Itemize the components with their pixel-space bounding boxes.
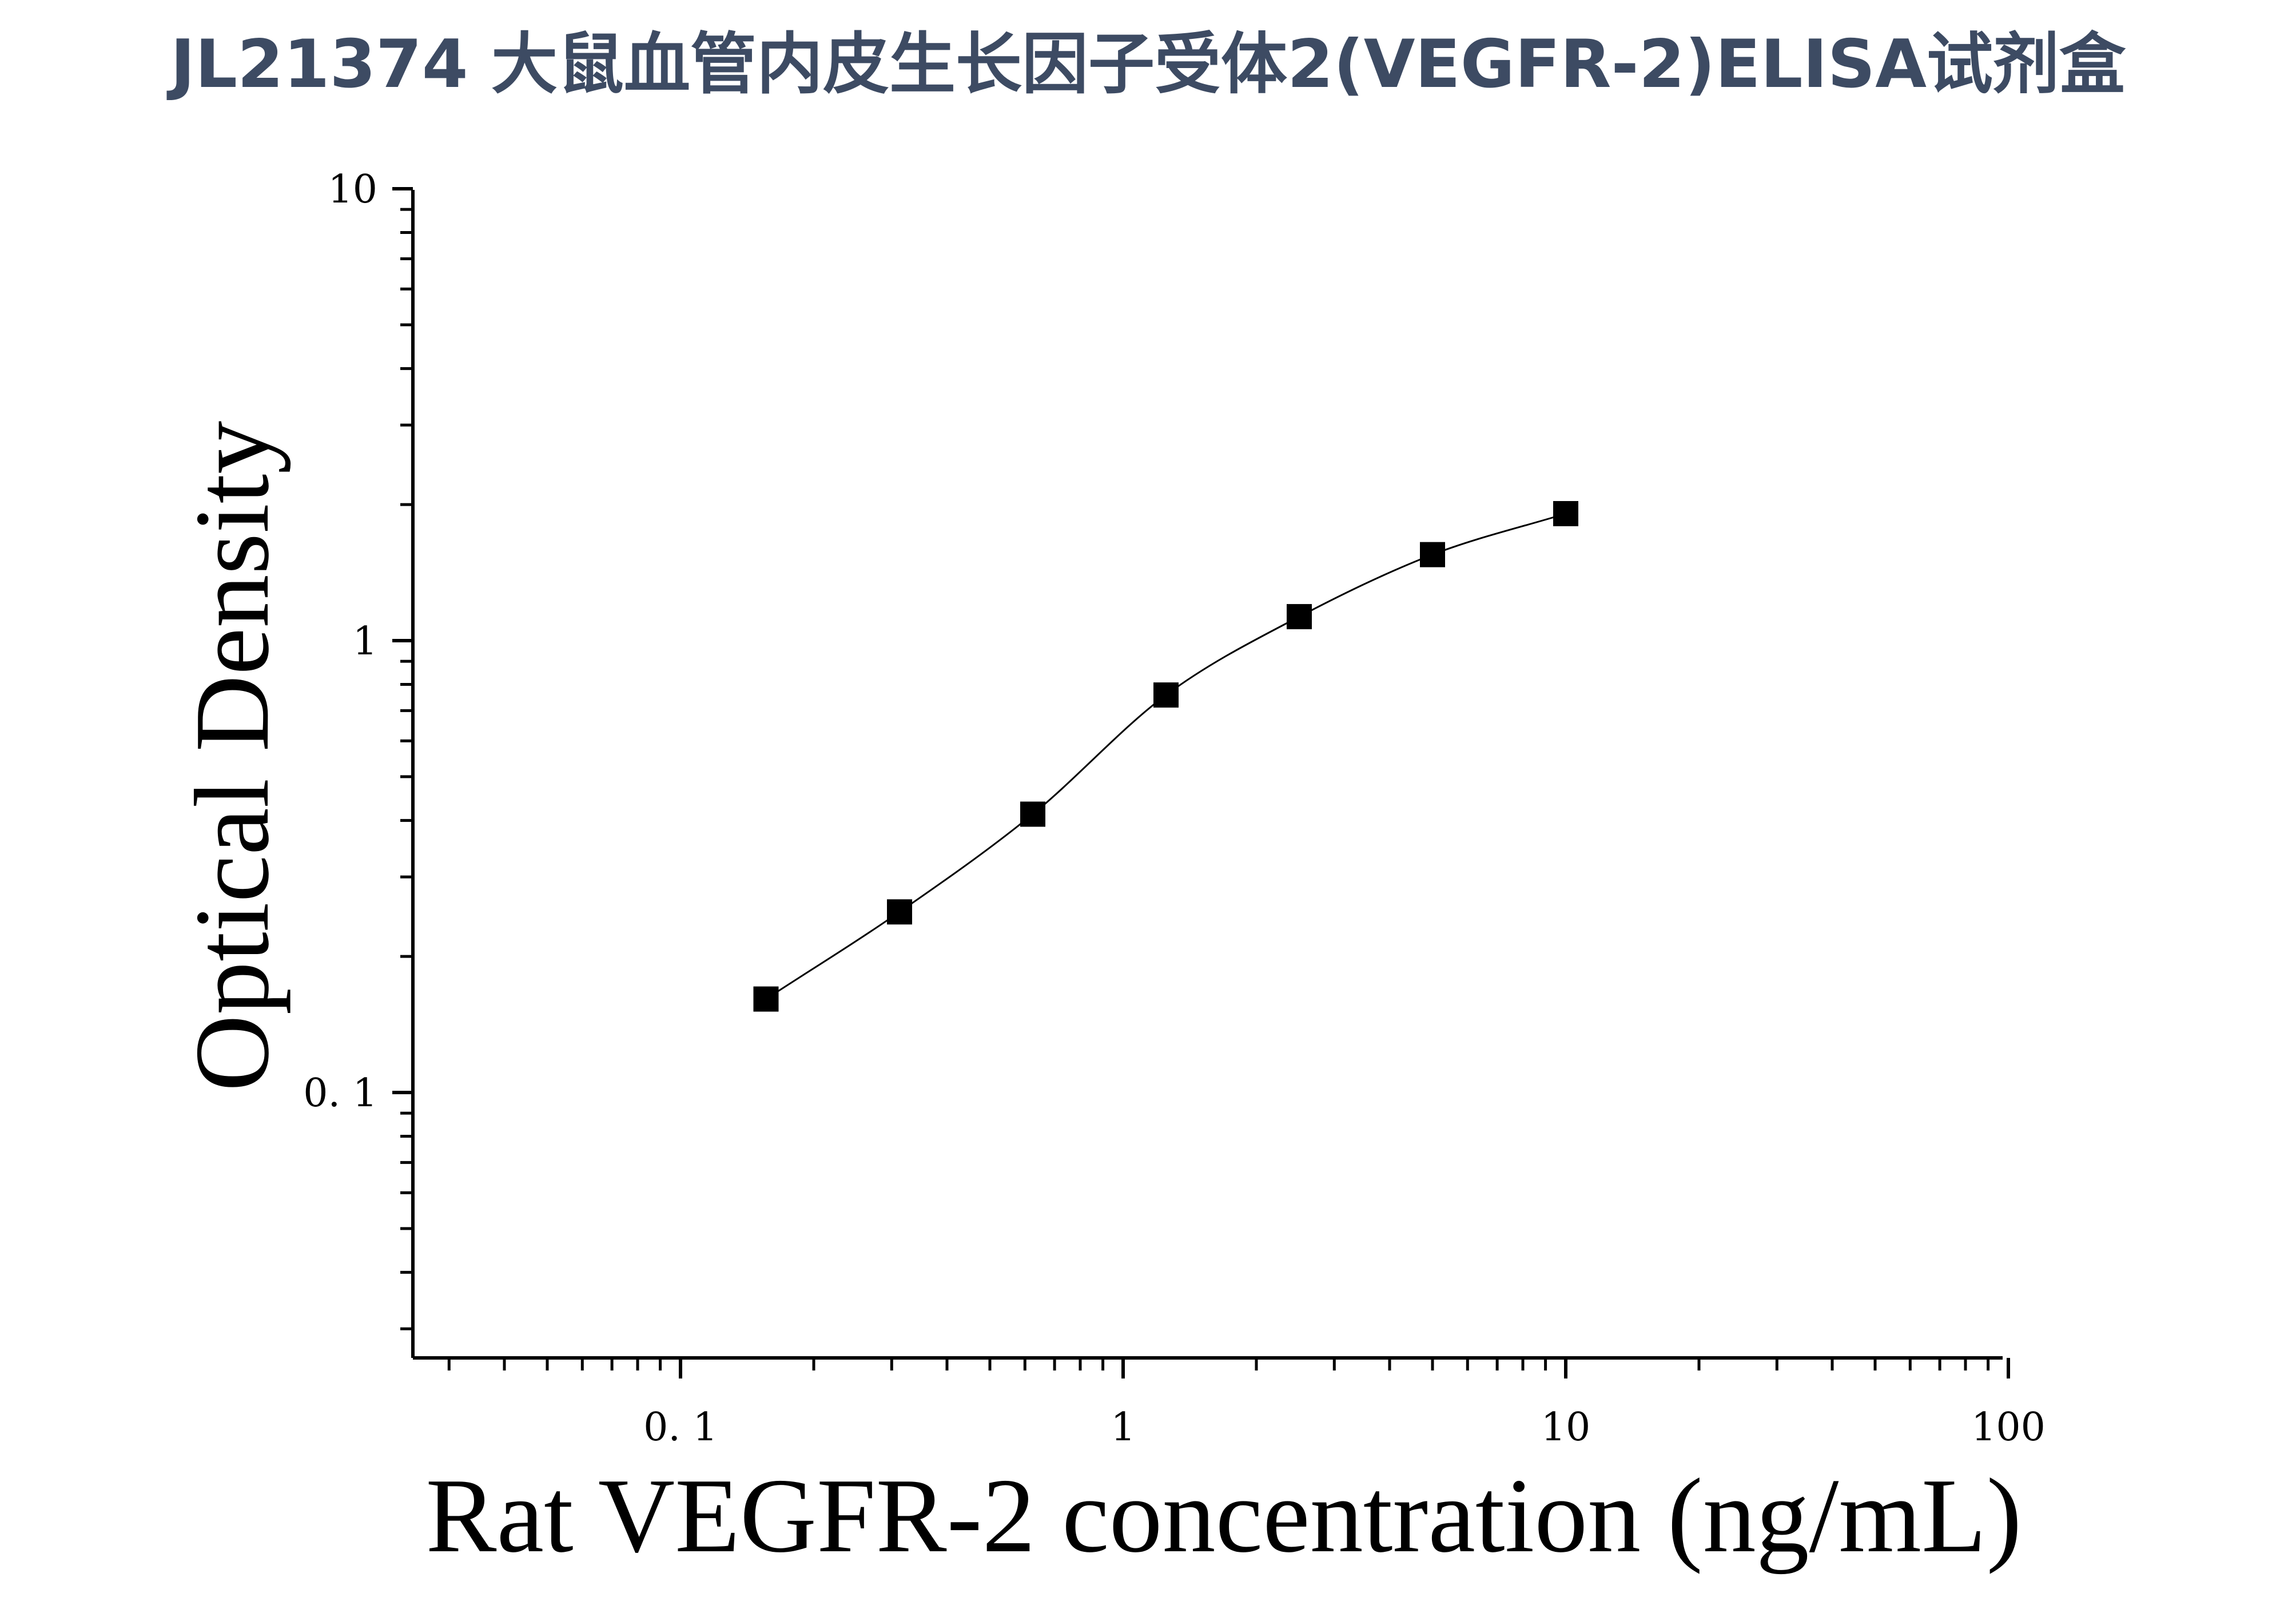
data-point xyxy=(753,986,779,1012)
y-tick-label: 0. 1 xyxy=(303,1071,377,1116)
x-tick-label: 100 xyxy=(1971,1405,2046,1450)
y-tick-label: 1 xyxy=(353,619,377,664)
y-tick-label: 10 xyxy=(328,167,377,212)
tick-labels: 0. 1 1 10 100 0. 1 1 10 xyxy=(303,167,2046,1450)
fit-curve xyxy=(765,513,1566,1000)
fit-curve-layer xyxy=(765,513,1566,1000)
x-tick-label: 10 xyxy=(1541,1405,1591,1450)
y-axis-title: Optical Density xyxy=(173,421,291,1092)
x-tick-label: 0. 1 xyxy=(643,1405,718,1450)
data-points xyxy=(753,500,1578,1012)
data-point xyxy=(1153,682,1179,708)
data-point xyxy=(1020,801,1046,827)
x-axis-title: Rat VEGFR-2 concentration (ng/mL) xyxy=(425,1457,2022,1575)
data-point xyxy=(1287,604,1312,630)
data-point xyxy=(1553,500,1578,526)
x-tick-label: 1 xyxy=(1111,1405,1135,1450)
axes xyxy=(392,187,2010,1378)
data-point xyxy=(1420,542,1446,567)
data-point xyxy=(887,899,913,925)
page-title: JL21374 大鼠血管内皮生长因子受体2(VEGFR-2)ELISA试剂盒 xyxy=(170,26,2126,103)
